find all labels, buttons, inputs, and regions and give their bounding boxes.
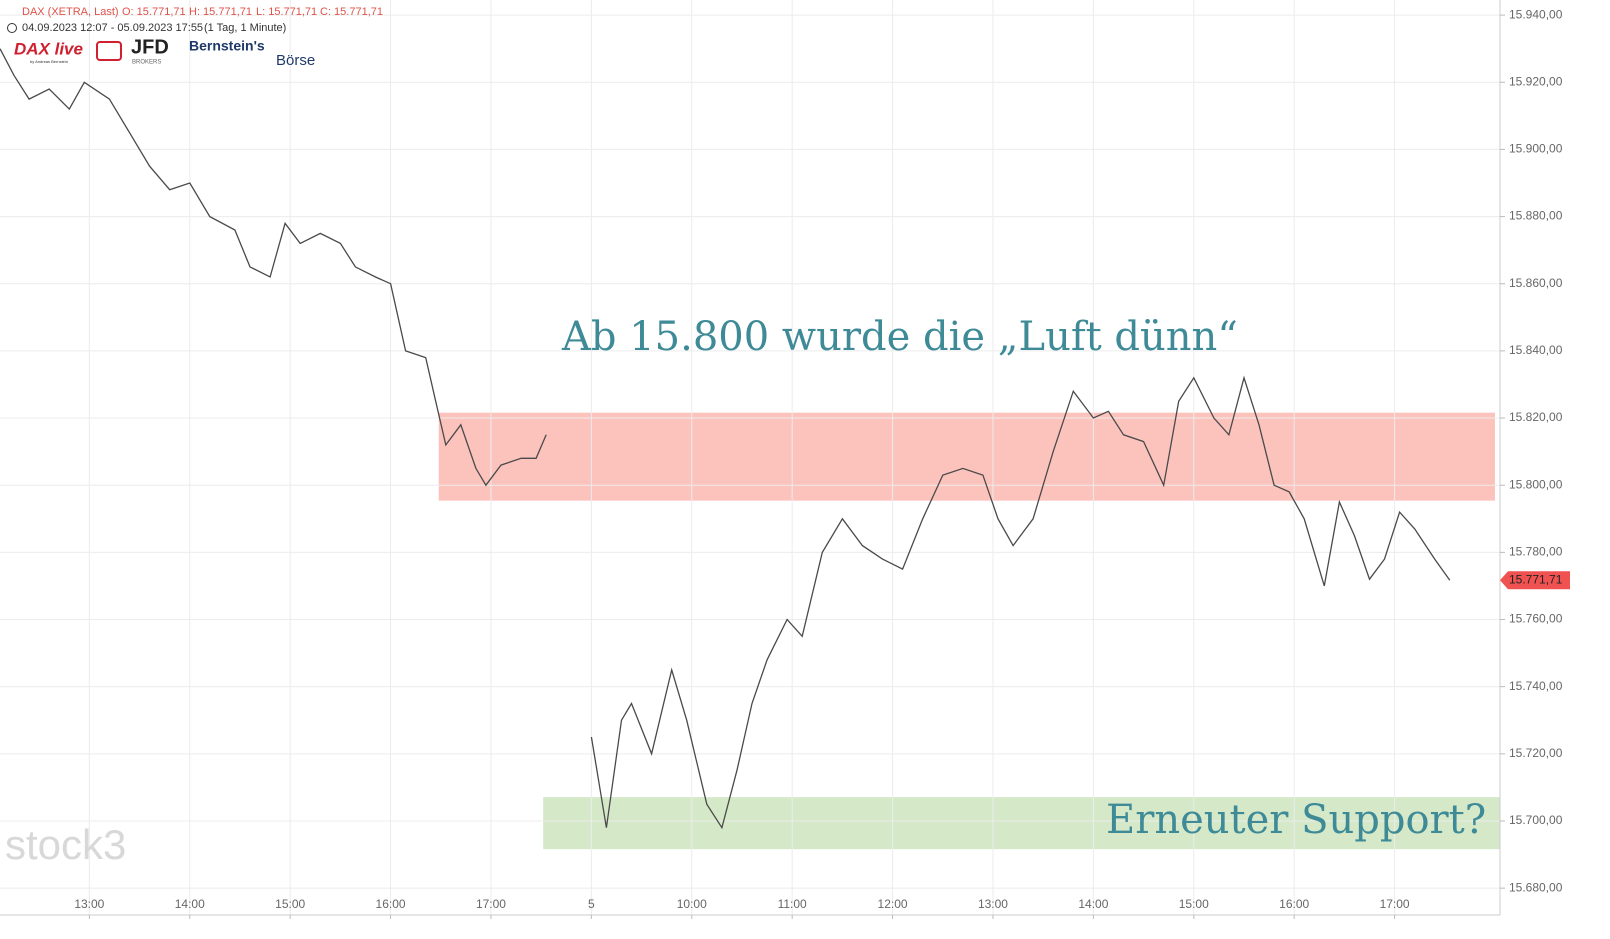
date-range: 04.09.2023 12:07 - 05.09.2023 17:55 <box>22 22 203 34</box>
ohlc-high: H: 15.771,71 <box>189 6 252 18</box>
interval: (1 Tag, 1 Minute) <box>204 22 286 34</box>
plot <box>0 48 1451 830</box>
x-tick-label: 17:00 <box>476 897 506 911</box>
last-price-marker <box>1500 571 1570 590</box>
x-tick-label: 13:00 <box>74 897 104 911</box>
y-tick-label: 15.840,00 <box>1509 343 1563 357</box>
y-tick-label: 15.940,00 <box>1509 7 1563 21</box>
zones <box>438 412 1500 850</box>
x-tick-label: 17:00 <box>1380 897 1410 911</box>
y-tick-label: 15.900,00 <box>1509 142 1563 156</box>
x-tick-label: 15:00 <box>1179 897 1209 911</box>
grid <box>0 0 1500 915</box>
ohlc-close: C: 15.771,71 <box>320 6 383 18</box>
y-tick-label: 15.820,00 <box>1509 410 1563 424</box>
logo-play <box>96 41 122 61</box>
symbol: DAX (XETRA, Last) <box>22 6 119 18</box>
watermark: stock3 <box>5 821 126 868</box>
x-tick-label: 16:00 <box>376 897 406 911</box>
y-tick-label: 15.800,00 <box>1509 477 1563 491</box>
logo-boerse: Börse <box>276 52 315 69</box>
ohlc-open: O: 15.771,71 <box>122 6 186 18</box>
x-tick-label: 16:00 <box>1279 897 1309 911</box>
x-tick-label: 12:00 <box>878 897 908 911</box>
logo-jfd: JFD <box>131 36 169 58</box>
zone <box>543 797 1500 850</box>
ohlc-low: L: 15.771,71 <box>256 6 317 18</box>
x-tick-label: 10:00 <box>677 897 707 911</box>
y-tick-label: 15.700,00 <box>1509 813 1563 827</box>
y-tick-label: 15.680,00 <box>1509 880 1563 894</box>
labels: 15.680,00 15.700,00 15.720,00 15.740,00 15.7… <box>74 7 1570 919</box>
x-tick-label: 5 <box>588 897 595 911</box>
zone <box>438 412 1495 501</box>
y-tick-label: 15.720,00 <box>1509 746 1563 760</box>
x-tick-label: 13:00 <box>978 897 1008 911</box>
x-tick-label: 14:00 <box>1078 897 1108 911</box>
y-tick-label: 15.760,00 <box>1509 612 1563 626</box>
x-tick-label: 11:00 <box>778 897 807 911</box>
y-tick-label: 15.740,00 <box>1509 679 1563 693</box>
x-tick-label: 15:00 <box>275 897 305 911</box>
annotation: Ab 15.800 wurde die „Luft dünn“ <box>561 314 1238 360</box>
y-tick-label: 15.920,00 <box>1509 74 1563 88</box>
y-tick-label: 15.780,00 <box>1509 545 1563 559</box>
y-tick-label: 15.860,00 <box>1509 276 1563 290</box>
price-line <box>0 48 1451 830</box>
y-tick-label: 15.880,00 <box>1509 209 1563 223</box>
logo-jfd-sub: BROKERS <box>132 60 161 66</box>
clock-icon <box>7 23 17 33</box>
logo-dax-live-by: by Andreas Bernstein <box>30 59 68 64</box>
annotation: Erneuter Support? <box>1106 797 1486 843</box>
x-tick-label: 14:00 <box>175 897 205 911</box>
logo-bernstein: Bernstein's <box>189 38 265 54</box>
last-price-label: 15.771,71 <box>1509 572 1563 586</box>
logo-dax-live: DAX live <box>14 39 83 58</box>
